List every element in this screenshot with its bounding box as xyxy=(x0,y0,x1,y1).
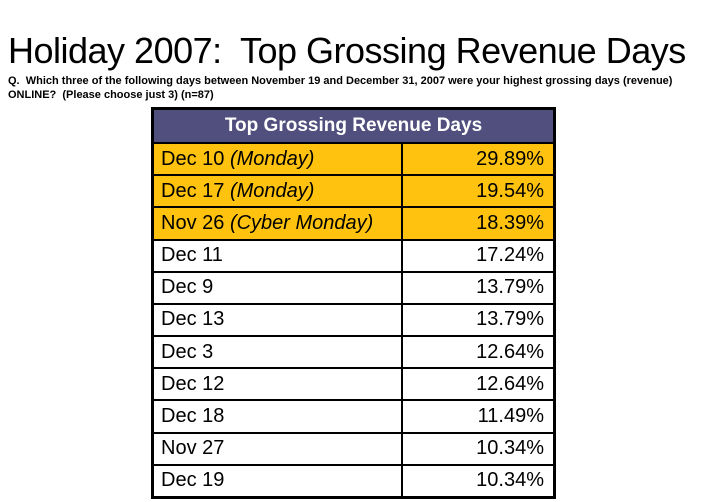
value-cell: 12.64% xyxy=(400,335,556,370)
table-row: Dec 13 13.79% xyxy=(151,302,556,338)
table-row: Dec 11 17.24% xyxy=(151,238,556,273)
day-cell: Dec 10 (Monday) xyxy=(151,141,403,177)
day-cell: Dec 12 xyxy=(151,367,403,402)
question-text: Q. Which three of the following days bet… xyxy=(8,75,676,101)
value-cell: 29.89% xyxy=(400,141,556,177)
day-cell: Dec 17 (Monday) xyxy=(151,174,403,209)
value-cell: 19.54% xyxy=(400,174,556,209)
day-label: Dec 3 xyxy=(161,340,214,363)
day-label: Dec 11 xyxy=(161,244,223,267)
table-header-row: Top Grossing Revenue Days xyxy=(151,107,556,144)
value-cell: 12.64% xyxy=(400,367,556,402)
day-cell: Dec 13 xyxy=(151,302,403,338)
table-row: Nov 27 10.34% xyxy=(151,431,556,466)
table-row: Dec 19 10.34% xyxy=(151,463,556,499)
day-label: Dec 12 xyxy=(161,372,225,395)
day-label: Dec 17 xyxy=(161,179,230,202)
revenue-days-table: Top Grossing Revenue Days Dec 10 (Monday… xyxy=(151,107,556,499)
table-row: Dec 18 11.49% xyxy=(151,399,556,434)
table-row: Dec 17 (Monday) 19.54% xyxy=(151,174,556,209)
value-cell: 17.24% xyxy=(400,238,556,273)
value-cell: 10.34% xyxy=(400,431,556,466)
value-cell: 13.79% xyxy=(400,302,556,338)
day-cell: Nov 26 (Cyber Monday) xyxy=(151,206,403,241)
page-title: Holiday 2007: Top Grossing Revenue Days xyxy=(8,30,686,72)
day-label: Dec 19 xyxy=(161,469,225,492)
day-note-label: (Cyber Monday) xyxy=(229,211,374,234)
table-row: Nov 26 (Cyber Monday) 18.39% xyxy=(151,206,556,241)
table-row: Dec 9 13.79% xyxy=(151,270,556,305)
day-note-label: (Monday) xyxy=(229,179,315,202)
value-cell: 18.39% xyxy=(400,206,556,241)
day-label: Nov 27 xyxy=(161,437,225,460)
table-header: Top Grossing Revenue Days xyxy=(151,107,556,144)
table-row: Dec 3 12.64% xyxy=(151,335,556,370)
table-body: Dec 10 (Monday) 29.89% Dec 17 (Monday) 1… xyxy=(151,141,556,499)
day-note-label: (Monday) xyxy=(229,147,315,170)
day-cell: Nov 27 xyxy=(151,431,403,466)
value-cell: 10.34% xyxy=(400,463,556,499)
day-label: Dec 13 xyxy=(161,308,225,331)
day-cell: Dec 18 xyxy=(151,399,403,434)
table-row: Dec 10 (Monday) 29.89% xyxy=(151,141,556,177)
day-label: Dec 9 xyxy=(161,276,214,299)
value-cell: 11.49% xyxy=(400,399,556,434)
day-cell: Dec 19 xyxy=(151,463,403,499)
day-label: Nov 26 xyxy=(161,211,230,234)
day-label: Dec 18 xyxy=(161,404,225,427)
table-row: Dec 12 12.64% xyxy=(151,367,556,402)
day-cell: Dec 9 xyxy=(151,270,403,305)
day-cell: Dec 3 xyxy=(151,335,403,370)
day-label: Dec 10 xyxy=(161,147,230,170)
value-cell: 13.79% xyxy=(400,270,556,305)
day-cell: Dec 11 xyxy=(151,238,403,273)
